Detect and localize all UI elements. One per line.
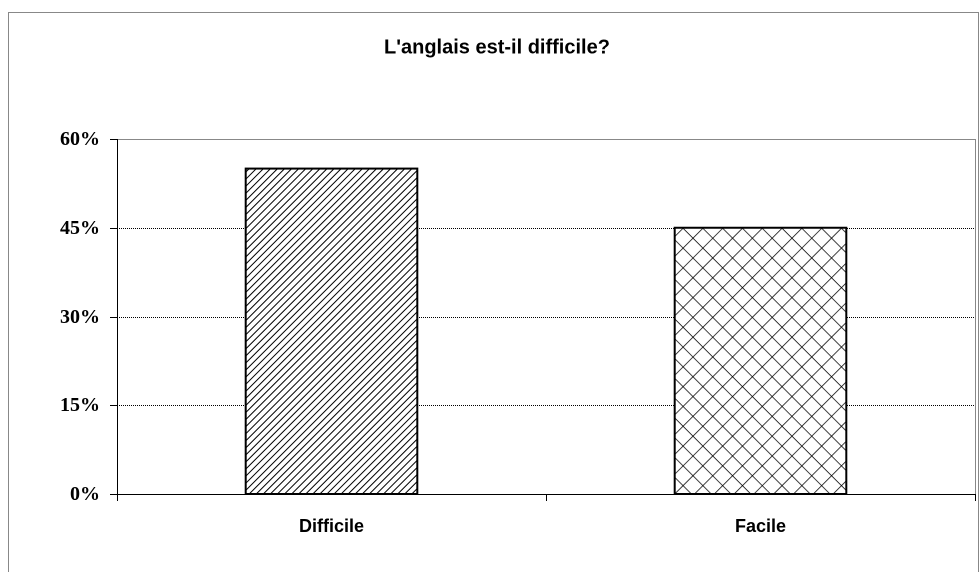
- y-tick-label: 60%: [60, 128, 100, 150]
- y-tick-label: 15%: [60, 394, 100, 416]
- y-tick-label: 45%: [60, 217, 100, 239]
- bar: [244, 167, 419, 495]
- y-tick-label: 0%: [70, 483, 100, 505]
- chart-title: L'anglais est-il difficile?: [384, 36, 610, 58]
- y-tick-label: 30%: [60, 306, 100, 328]
- x-tick-label: Difficile: [299, 516, 364, 536]
- chart-border: [8, 12, 979, 572]
- x-tick-label: Facile: [735, 516, 786, 536]
- bar: [673, 226, 848, 495]
